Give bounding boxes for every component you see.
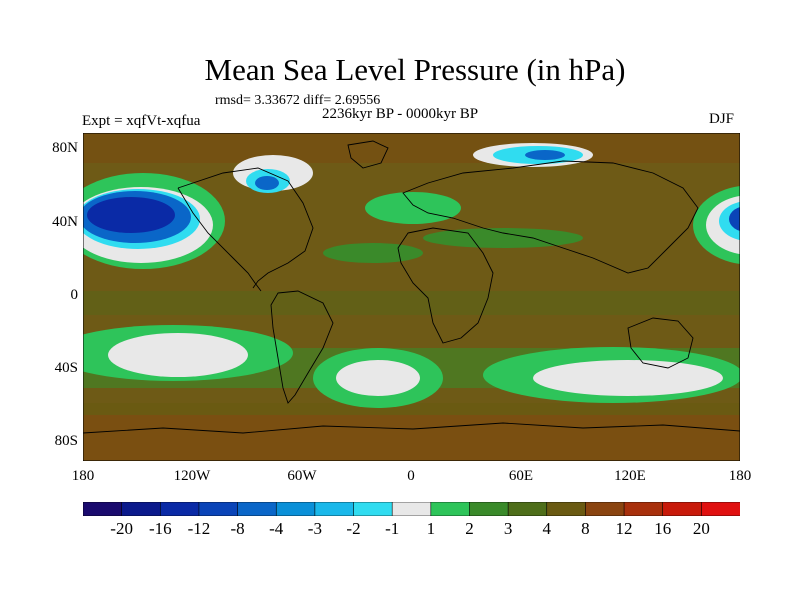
north-america-west-coast — [177, 187, 262, 292]
colorbar-label: -4 — [269, 519, 284, 538]
lat-label-0: 0 — [70, 287, 79, 303]
lat-label-40n: 40N — [52, 214, 78, 230]
south-america-coast — [270, 290, 334, 404]
lat-label-80n: 80N — [52, 140, 78, 156]
coastlines — [83, 140, 740, 434]
lon-label-180w: 180 — [71, 468, 95, 484]
colorbar-label: -16 — [148, 519, 172, 538]
colorbar-swatch — [507, 502, 548, 516]
colorbar-swatch — [623, 502, 664, 516]
greenland-coast — [347, 140, 389, 169]
npac-deep — [87, 197, 175, 233]
spac-neutral — [108, 333, 248, 377]
natl-subtropic-green — [323, 243, 423, 263]
colorbar-swatch — [585, 502, 625, 516]
stats-label: rmsd= 3.33672 diff= 2.69556 — [215, 93, 381, 108]
lat-label-40s: 40S — [54, 360, 78, 376]
satl-neutral — [336, 360, 420, 396]
equatorial-band — [83, 291, 740, 315]
colorbar-swatch — [159, 502, 200, 516]
arctic-band — [83, 133, 740, 163]
eurasia-green — [423, 228, 583, 248]
colorbar-swatch — [353, 502, 393, 516]
colorbar-swatch — [83, 502, 123, 516]
colorbar-swatch — [430, 502, 471, 516]
experiment-label: Expt = xqfVt-xqfua — [82, 113, 201, 129]
colorbar-label: 4 — [542, 519, 552, 538]
colorbar-label: -20 — [110, 519, 133, 538]
lon-label-180e: 180 — [728, 468, 752, 484]
colorbar-swatch — [662, 502, 703, 516]
lon-label-60w: 60W — [287, 468, 317, 484]
canada-blue — [255, 176, 279, 190]
north-america-coast — [177, 167, 314, 289]
lon-label-60e: 60E — [508, 468, 534, 484]
season-label: DJF — [709, 111, 735, 127]
africa-coast — [397, 227, 494, 344]
colorbar-swatch — [198, 502, 239, 516]
colorbar-label: -8 — [230, 519, 245, 538]
colorbar-label: -1 — [385, 519, 400, 538]
colorbar-label: 1 — [426, 519, 436, 538]
australia-coast — [627, 317, 694, 369]
colorbar-swatch — [546, 502, 587, 516]
colorbar-label: -2 — [346, 519, 361, 538]
colorbar-swatch — [391, 502, 432, 516]
plot-title: Mean Sea Level Pressure (in hPa) — [204, 52, 626, 87]
npac-right-blue — [729, 207, 740, 231]
colorbar-label: 20 — [692, 519, 710, 538]
atlantic-green — [365, 192, 461, 224]
colorbar-label: -12 — [187, 519, 211, 538]
sind-neutral — [533, 360, 723, 396]
eurasia-coast — [402, 160, 699, 274]
antarctica-high — [83, 415, 740, 461]
lon-label-120w: 120W — [173, 468, 211, 484]
colorbar-swatch — [121, 502, 162, 516]
colorbar-label: 2 — [465, 519, 474, 538]
colorbar-label: 16 — [654, 519, 672, 538]
period-label: 2236kyr BP - 0000kyr BP — [322, 106, 479, 122]
lon-label-120e: 120E — [614, 468, 646, 484]
colorbar-swatch — [701, 502, 740, 516]
colorbar-swatch — [237, 502, 277, 516]
colorbar-label: 12 — [615, 519, 633, 538]
lon-label-0: 0 — [407, 468, 415, 484]
siberia-blue — [525, 150, 565, 160]
pressure-map — [83, 133, 740, 461]
antarctica-coast — [83, 422, 740, 434]
lat-label-80s: 80S — [54, 433, 78, 449]
colorbar-swatch — [469, 502, 509, 516]
colorbar-label: 8 — [581, 519, 590, 538]
colorbar — [83, 502, 740, 516]
colorbar-swatch — [275, 502, 316, 516]
colorbar-label: -3 — [307, 519, 322, 538]
colorbar-label: 3 — [503, 519, 513, 538]
colorbar-swatch — [314, 502, 355, 516]
